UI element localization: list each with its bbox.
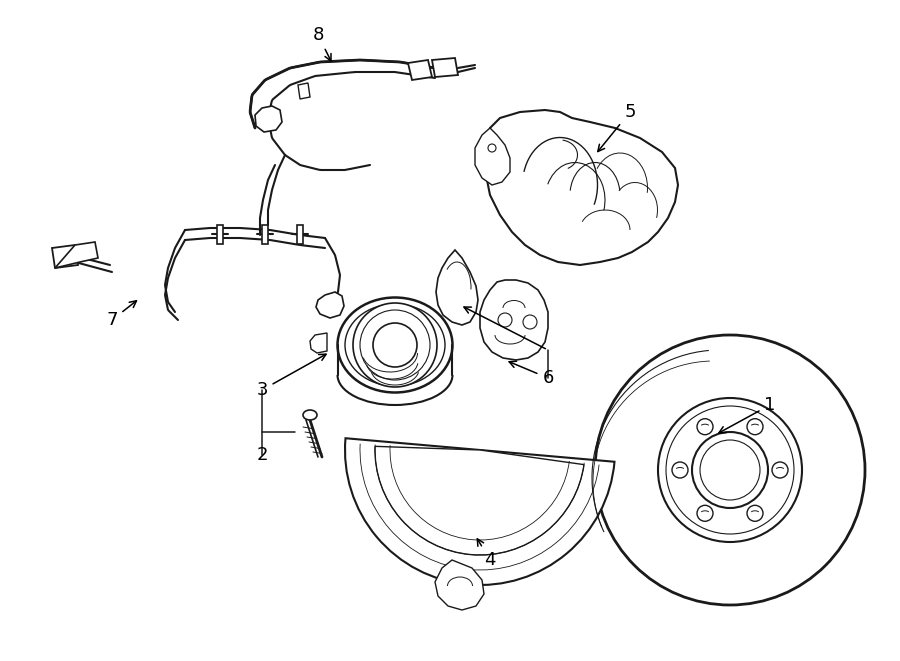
Circle shape (595, 335, 865, 605)
Circle shape (498, 313, 512, 327)
Circle shape (658, 398, 802, 542)
Wedge shape (345, 438, 615, 585)
Polygon shape (408, 60, 432, 80)
Polygon shape (480, 280, 548, 360)
Text: 7: 7 (106, 301, 137, 329)
Polygon shape (432, 58, 458, 77)
Polygon shape (436, 250, 478, 325)
Polygon shape (310, 333, 327, 353)
Polygon shape (52, 245, 78, 268)
Polygon shape (316, 292, 344, 318)
Text: 6: 6 (509, 361, 554, 387)
Circle shape (772, 462, 788, 478)
Circle shape (672, 462, 688, 478)
Wedge shape (375, 446, 584, 555)
Circle shape (373, 323, 417, 367)
Ellipse shape (338, 297, 453, 393)
Polygon shape (55, 242, 98, 268)
Polygon shape (217, 225, 223, 244)
Text: 4: 4 (477, 539, 496, 569)
Circle shape (697, 505, 713, 522)
Text: 8: 8 (312, 26, 331, 61)
Circle shape (692, 432, 768, 508)
Polygon shape (262, 225, 268, 244)
Polygon shape (435, 560, 484, 610)
Text: 3: 3 (256, 354, 326, 399)
Circle shape (523, 315, 537, 329)
Circle shape (488, 144, 496, 152)
Polygon shape (255, 106, 282, 132)
Circle shape (747, 418, 763, 435)
Text: 5: 5 (598, 103, 635, 151)
Ellipse shape (303, 410, 317, 420)
Polygon shape (297, 225, 303, 244)
Text: 2: 2 (256, 446, 268, 464)
Circle shape (747, 505, 763, 522)
Circle shape (697, 418, 713, 435)
Text: 1: 1 (719, 396, 776, 433)
Circle shape (353, 303, 437, 387)
Polygon shape (298, 83, 310, 99)
Polygon shape (475, 128, 510, 185)
Polygon shape (486, 110, 678, 265)
